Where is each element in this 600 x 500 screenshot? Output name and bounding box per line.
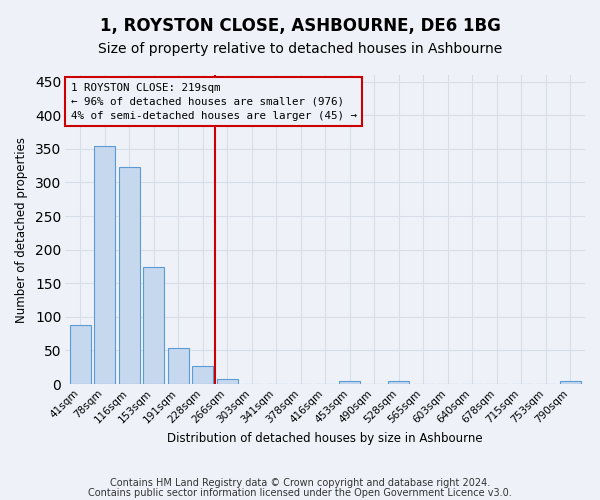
Y-axis label: Number of detached properties: Number of detached properties: [15, 136, 28, 322]
Text: 1 ROYSTON CLOSE: 219sqm
← 96% of detached houses are smaller (976)
4% of semi-de: 1 ROYSTON CLOSE: 219sqm ← 96% of detache…: [71, 82, 356, 120]
Bar: [193, 366, 213, 384]
Bar: [168, 348, 188, 384]
Text: Contains public sector information licensed under the Open Government Licence v3: Contains public sector information licen…: [88, 488, 512, 498]
Bar: [70, 325, 91, 384]
Bar: [388, 380, 409, 384]
Bar: [560, 382, 581, 384]
Bar: [340, 382, 360, 384]
X-axis label: Distribution of detached houses by size in Ashbourne: Distribution of detached houses by size …: [167, 432, 483, 445]
Bar: [94, 146, 115, 384]
Bar: [217, 378, 238, 384]
Bar: [119, 167, 140, 384]
Bar: [143, 267, 164, 384]
Text: 1, ROYSTON CLOSE, ASHBOURNE, DE6 1BG: 1, ROYSTON CLOSE, ASHBOURNE, DE6 1BG: [100, 18, 500, 36]
Text: Contains HM Land Registry data © Crown copyright and database right 2024.: Contains HM Land Registry data © Crown c…: [110, 478, 490, 488]
Text: Size of property relative to detached houses in Ashbourne: Size of property relative to detached ho…: [98, 42, 502, 56]
